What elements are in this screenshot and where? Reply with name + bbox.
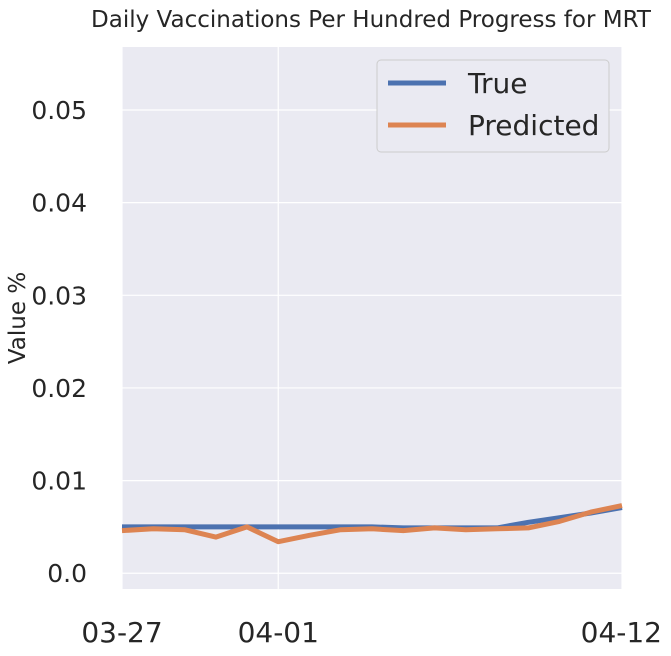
series-line-predicted	[121, 503, 623, 545]
y-tick-label: 0.05	[31, 96, 87, 125]
x-tick-label: 04-12	[581, 616, 662, 649]
x-axis-ticks: 03-27 04-01 04-12	[81, 616, 662, 649]
y-tick-label: 0.03	[31, 281, 87, 310]
y-tick-label: 0.02	[31, 374, 87, 403]
series-layer	[121, 503, 623, 545]
x-tick-label: 04-01	[238, 616, 319, 649]
y-tick-label: 0.01	[31, 467, 87, 496]
y-axis-label: Value %	[5, 272, 31, 364]
x-tick-label: 03-27	[81, 616, 162, 649]
legend-label-predicted: Predicted	[468, 109, 599, 142]
y-tick-label: 0.04	[31, 189, 87, 218]
grid	[121, 47, 623, 589]
chart-title: Daily Vaccinations Per Hundred Progress …	[91, 7, 652, 33]
legend: True Predicted	[376, 59, 610, 153]
legend-label-true: True	[467, 67, 527, 100]
y-axis-ticks: 0.0 0.01 0.02 0.03 0.04 0.05	[31, 96, 87, 588]
y-tick-label: 0.0	[47, 559, 87, 588]
